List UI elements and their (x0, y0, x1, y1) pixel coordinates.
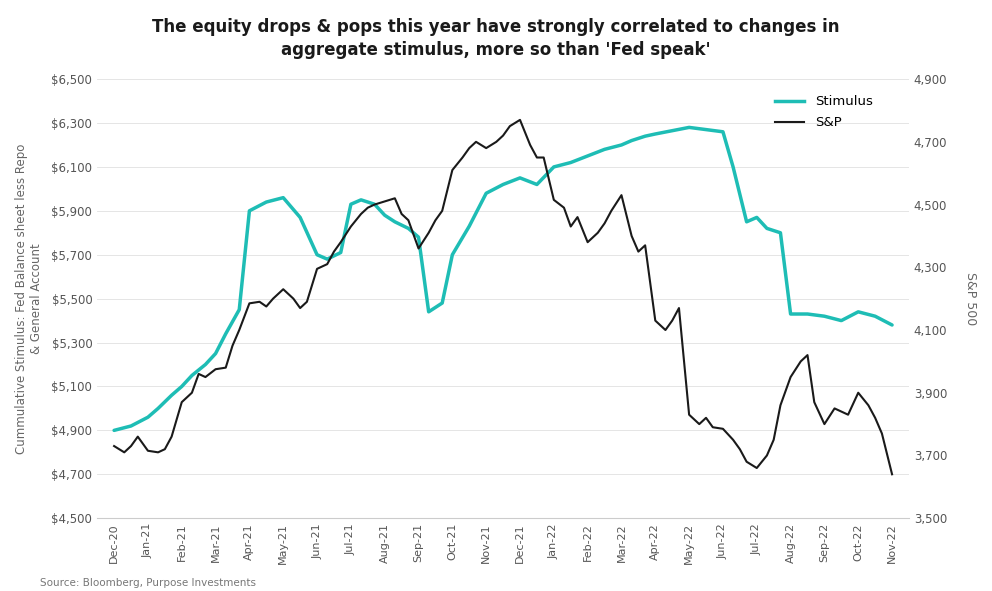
Legend: Stimulus, S&P: Stimulus, S&P (770, 90, 878, 135)
Text: Source: Bloomberg, Purpose Investments: Source: Bloomberg, Purpose Investments (40, 578, 256, 588)
Y-axis label: Cummulative Stimulus: Fed Balance sheet less Repo
& General Account: Cummulative Stimulus: Fed Balance sheet … (15, 144, 43, 454)
Y-axis label: S&P 500: S&P 500 (964, 272, 977, 325)
Text: The equity drops & pops this year have strongly correlated to changes in
aggrega: The equity drops & pops this year have s… (152, 18, 840, 59)
